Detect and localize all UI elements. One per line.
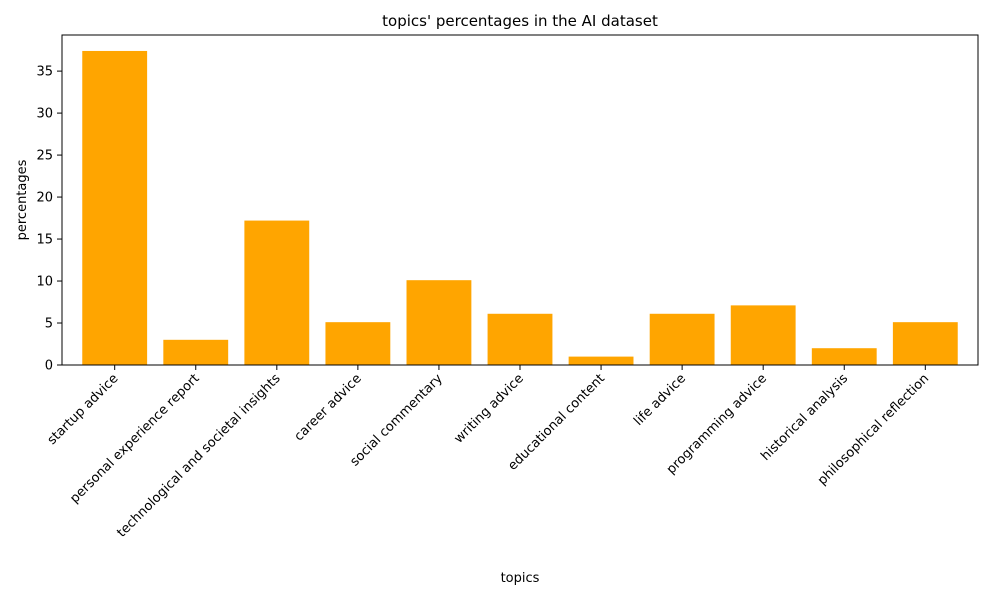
x-tick-label: career advice [292,371,365,444]
x-tick-label: life advice [631,371,689,429]
x-tick-label: startup advice [45,371,122,448]
bar-philosophical-reflection [892,322,958,365]
chart-title: topics' percentages in the AI dataset [382,12,658,30]
bar-life-advice [649,313,715,365]
bar-personal-experience-report [163,339,229,365]
bar-technological-and-societal-insights [244,220,310,365]
bar-educational-content [568,356,634,365]
y-tick-label: 20 [36,191,53,206]
plot-area [82,50,958,366]
bar-programming-advice [730,305,796,365]
y-tick-label: 0 [45,359,53,374]
x-tick-label: personal experience report [67,371,202,506]
y-tick-label: 5 [45,317,53,332]
y-axis: 0 5 10 15 20 25 30 35 [36,65,62,374]
y-tick-label: 15 [36,233,53,248]
x-tick-label: technological and societal insights [114,371,283,540]
y-tick-label: 35 [36,65,53,80]
y-tick-label: 25 [36,149,53,164]
y-axis-label: percentages [15,159,30,240]
y-tick-label: 10 [36,275,53,290]
bar-writing-advice [487,313,553,365]
y-tick-label: 30 [36,107,53,122]
bar-social-commentary [406,280,472,365]
x-tick-label: writing advice [451,371,526,446]
bar-historical-analysis [811,348,877,365]
bar-career-advice [325,322,391,365]
bar-startup-advice [82,50,148,366]
x-axis-label: topics [501,571,540,586]
x-tick-label: historical analysis [758,371,851,464]
x-tick-label: social commentary [348,371,446,469]
